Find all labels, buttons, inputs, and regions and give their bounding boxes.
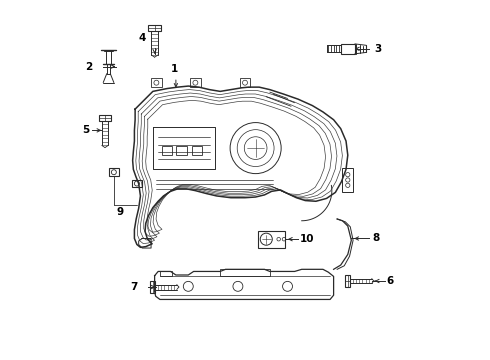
Text: 7: 7 xyxy=(130,282,137,292)
Text: 4: 4 xyxy=(139,32,146,42)
Text: 6: 6 xyxy=(387,276,394,286)
Text: 8: 8 xyxy=(372,234,379,243)
Text: 9: 9 xyxy=(117,207,124,217)
Text: 3: 3 xyxy=(374,44,382,54)
Text: 5: 5 xyxy=(82,125,89,135)
Text: 10: 10 xyxy=(300,234,315,244)
Text: 1: 1 xyxy=(171,64,178,74)
Text: 2: 2 xyxy=(85,62,93,72)
